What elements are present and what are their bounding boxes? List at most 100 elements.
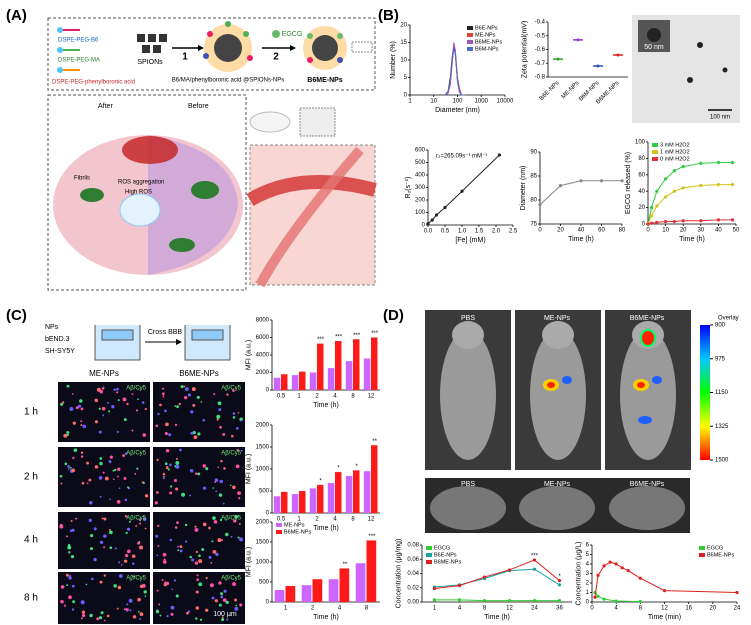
cell-dot [162,472,166,476]
x-tick-label: 80 [619,228,626,234]
colorbar-tick-label: 1325 [715,424,729,430]
bar [301,585,312,602]
x-tick-label: 50 [733,228,740,234]
product-particle [303,26,347,70]
cell-dot [161,392,165,396]
cell-dot [103,534,107,538]
y-tick-label: 8000 [256,318,270,324]
y-axis-label: Concentration (μg/L) [576,542,583,606]
cell-dot [202,486,207,490]
cell-dot [163,558,166,561]
cell-dot [234,606,239,611]
y-tick-label: 0 [422,223,426,229]
cell-dot [70,519,73,523]
y-tick-label: 0.02 [407,585,419,591]
cell-dot [126,603,129,606]
colorbar-tick-label: 975 [715,356,726,362]
x-tick-label: 10 [430,99,437,105]
significance: *** [368,534,376,540]
cell-dot [61,401,65,404]
particle [647,28,661,42]
y-tick-label: 0 [404,93,408,99]
legend-swatch [467,47,473,51]
vessel [246,175,377,207]
group-label: ME-NPs [544,481,571,488]
colorbar-label: Overlay [718,316,739,322]
y-tick-label: 40 [638,189,645,195]
cell-dot [80,451,84,454]
cell-dot [129,609,132,612]
cell-dot [141,401,145,404]
legend-swatch [652,150,658,154]
legend-label: EGCG [434,545,450,551]
line [444,47,465,96]
cell-dot [189,468,194,473]
cell-dot [237,411,240,414]
cell-label: Fibrils [74,176,90,182]
lipid-label: DSPE-PEG-B6 [58,38,99,44]
legend-label: 3 mM H2O2 [660,142,690,148]
cell-dot [225,532,229,537]
y-tick-label: 0.00 [407,600,419,606]
cell-dot [114,468,117,472]
dot [556,57,560,61]
cell-dot [205,467,209,471]
cell-dot [157,412,160,416]
bar [363,471,371,513]
cell-dot [100,611,104,615]
cell-dot [192,403,196,407]
cell-dot [131,562,135,565]
panel-label: (A) [6,7,27,24]
step-number: 1 [182,52,188,63]
x-tick-label: 8 [365,606,369,612]
legend-label: B6ME-NPs [707,552,734,558]
cell-dot [120,564,123,566]
bar [335,341,342,390]
cell-dot [101,517,104,520]
cell-dot [66,430,70,434]
cell-dot [99,461,103,466]
stain-label: Aβ/Cy5 [126,386,146,392]
cell-dot [226,393,229,396]
legend-swatch [426,560,432,564]
cell-dot [116,430,119,434]
cell-dot [101,387,105,390]
cell-dot [169,485,173,488]
stain-label: Aβ/Cy5 [126,451,146,457]
significance: ** [372,439,377,445]
cell-dot [80,600,85,605]
cell-dot [189,494,192,497]
nanoparticle [203,21,253,72]
cell-dot [202,464,207,468]
x-axis-label: Time (h) [313,402,339,409]
cell-dot [67,545,72,550]
cell-dot [200,401,203,403]
scale-label: 100 nm [710,115,730,121]
y-tick-label: 100 [415,210,426,216]
cell-dot [181,492,186,497]
cell-dot [235,604,237,607]
significance: * [355,464,358,470]
y-tick-label: 2000 [256,423,270,429]
legend-swatch [699,553,705,557]
cell-dot [184,523,188,527]
cell-dot [217,466,220,469]
cell-dot [99,457,103,460]
zoom-box [299,107,336,137]
y-axis-label: MFI (a.u.) [246,454,253,484]
line [434,559,560,589]
cell-dot [68,595,72,600]
cell-dot [165,422,169,427]
cell-dot [194,561,199,565]
cell-dot [68,576,72,580]
cell-dot [136,467,139,470]
x-tick-label: 4 [338,606,342,612]
cell-dot [80,424,83,427]
mouse [249,111,291,133]
significance: ** [343,562,348,568]
cell-dot [131,429,134,432]
cell-dot [235,464,240,469]
cell-dot [81,481,85,485]
y-tick-label: 0 [642,222,646,228]
cell-dot [65,573,69,577]
